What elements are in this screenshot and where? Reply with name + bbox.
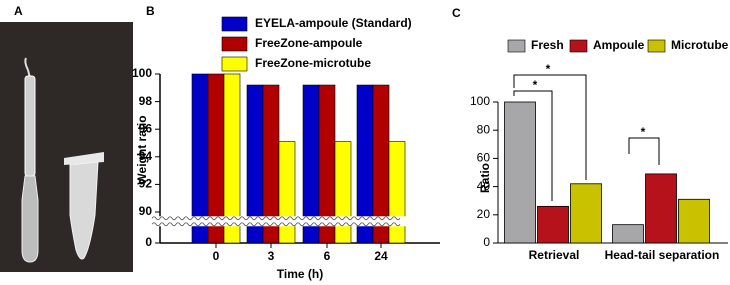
bar — [334, 141, 352, 218]
bar — [223, 73, 241, 218]
bar — [570, 183, 602, 244]
axis-break — [151, 222, 401, 227]
y-tick-label: 80 — [477, 122, 491, 136]
x-tick-label: 3 — [268, 249, 275, 263]
legend-label: FreeZone-ampoule — [255, 36, 363, 50]
bar — [356, 224, 374, 244]
bar — [223, 224, 241, 244]
y-tick-label: 98 — [139, 94, 153, 108]
y-tick-label: 92 — [139, 177, 153, 191]
bar — [318, 84, 336, 218]
y-tick-label: 0 — [145, 235, 152, 249]
legend-label: Microtube — [671, 38, 729, 52]
bar — [318, 224, 336, 244]
bar — [334, 224, 352, 244]
legend-swatch — [221, 36, 248, 52]
legend-swatch — [221, 56, 248, 72]
bar — [537, 205, 569, 244]
bar — [372, 84, 390, 218]
bar — [302, 84, 320, 218]
significance: * — [546, 62, 551, 76]
axis-break — [151, 216, 401, 221]
x-tick-label: Head-tail separation — [605, 248, 720, 262]
panel-label: A — [14, 4, 23, 18]
bar — [262, 224, 280, 244]
y-axis-label: Weight ratio — [135, 115, 149, 184]
x-tick-label: 6 — [324, 249, 331, 263]
legend-label: Fresh — [531, 38, 564, 52]
bar — [302, 224, 320, 244]
panel-label: B — [146, 4, 155, 18]
bar — [678, 198, 710, 244]
legend-swatch — [647, 39, 666, 53]
bar — [645, 173, 677, 244]
bar — [388, 224, 406, 244]
bar — [207, 224, 225, 244]
bar — [262, 84, 280, 218]
x-tick-label: 24 — [374, 249, 388, 263]
bar — [356, 84, 374, 218]
legend-label: FreeZone-microtube — [255, 56, 371, 70]
y-axis-label: Ratio — [478, 163, 492, 193]
x-tick-label: 0 — [213, 249, 220, 263]
bar — [612, 224, 644, 244]
legend-swatch — [507, 39, 526, 53]
legend-swatch — [221, 16, 248, 32]
bar — [278, 224, 296, 244]
bar — [504, 101, 536, 244]
y-tick-label: 100 — [470, 94, 490, 108]
bar — [372, 224, 390, 244]
significance: * — [641, 125, 646, 139]
bar — [191, 73, 209, 218]
legend-swatch — [569, 39, 588, 53]
x-axis-label: Time (h) — [277, 267, 323, 281]
bar — [278, 141, 296, 218]
legend-label: Ampoule — [593, 38, 645, 52]
y-tick-label: 96 — [139, 121, 153, 135]
bar — [191, 224, 209, 244]
y-tick-label: 20 — [477, 207, 491, 221]
brackets — [513, 74, 660, 201]
photo — [0, 22, 133, 272]
y-tick-label: 0 — [483, 235, 490, 249]
y-tick-label: 60 — [477, 151, 491, 165]
significance: * — [533, 78, 538, 92]
axis-break — [152, 216, 440, 227]
bar — [246, 224, 264, 244]
bar — [388, 141, 406, 218]
x-tick-label: Retrieval — [529, 248, 580, 262]
legend-label: EYELA-ampoule (Standard) — [255, 16, 412, 30]
panel-label: C — [452, 6, 461, 20]
y-tick-label: 100 — [132, 66, 152, 80]
bar — [207, 73, 225, 218]
y-tick-label: 94 — [139, 149, 153, 163]
y-tick-label: 90 — [139, 204, 153, 218]
bar — [246, 84, 264, 218]
y-tick-label: 40 — [477, 179, 491, 193]
